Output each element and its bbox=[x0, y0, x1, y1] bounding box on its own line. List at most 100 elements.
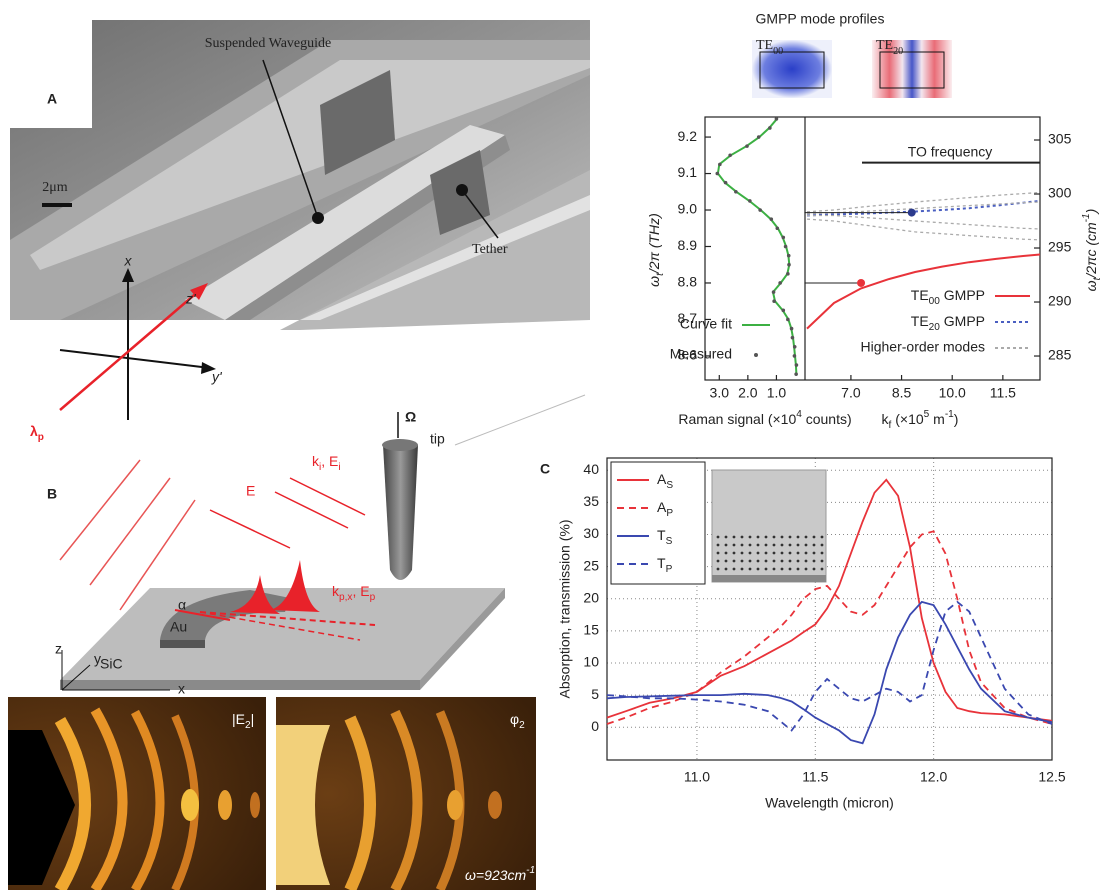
inset-dot bbox=[773, 552, 776, 555]
panel-label: B bbox=[47, 486, 57, 502]
marker-point bbox=[908, 209, 916, 217]
measured-point bbox=[786, 272, 790, 276]
text-part: Raman signal (×10 bbox=[678, 411, 796, 427]
inset-dot bbox=[789, 552, 792, 555]
text-part: 20 bbox=[929, 322, 941, 333]
text-part: λ bbox=[30, 423, 38, 439]
inset-dot bbox=[733, 568, 736, 571]
gold-label: Au bbox=[170, 619, 187, 635]
legend-label: Curve fit bbox=[680, 316, 732, 332]
text-part: TE bbox=[911, 287, 929, 303]
text-part: 00 bbox=[929, 296, 941, 307]
y-tick-label: 0 bbox=[591, 718, 599, 734]
inset-dot bbox=[741, 544, 744, 547]
measured-point bbox=[775, 117, 779, 121]
inset-dot bbox=[773, 536, 776, 539]
inset-dot bbox=[781, 544, 784, 547]
y2-axis-label: ωt/2πc (cm-1) bbox=[1081, 209, 1103, 292]
measured-point bbox=[724, 181, 728, 185]
angle-label: α bbox=[178, 597, 186, 613]
inset-dot bbox=[813, 568, 816, 571]
inset-dot bbox=[717, 560, 720, 563]
inset-dot bbox=[773, 560, 776, 563]
legend-swatch bbox=[754, 353, 758, 357]
y-tick-label: 40 bbox=[583, 461, 599, 477]
inset-dot bbox=[733, 544, 736, 547]
inset-dot bbox=[813, 560, 816, 563]
y-tick-label: 9.2 bbox=[678, 128, 698, 144]
inset-dot bbox=[749, 568, 752, 571]
inset-dot bbox=[781, 552, 784, 555]
y-tick-label: 20 bbox=[583, 589, 599, 605]
text-part: /2π (THz) bbox=[646, 213, 662, 274]
inset-dot bbox=[749, 544, 752, 547]
legend-label: Measured bbox=[670, 346, 732, 362]
measured-point bbox=[794, 372, 798, 376]
inset-image bbox=[712, 470, 826, 582]
text-part: p,x bbox=[339, 592, 352, 603]
text-part: S bbox=[666, 480, 673, 491]
text-part: 2 bbox=[519, 720, 525, 731]
y2-tick-label: 295 bbox=[1048, 239, 1072, 255]
panel-label: C bbox=[540, 461, 550, 477]
y-tick-label: 8.8 bbox=[678, 274, 698, 290]
scale-bar-label: 2μm bbox=[42, 180, 68, 195]
y2-tick-label: 290 bbox=[1048, 293, 1072, 309]
text-part: S bbox=[666, 536, 673, 547]
tip-label: tip bbox=[430, 431, 445, 447]
inset-dot bbox=[717, 568, 720, 571]
measured-point bbox=[787, 263, 791, 267]
y2-tick-label: 285 bbox=[1048, 347, 1072, 363]
inset-dot bbox=[805, 552, 808, 555]
y-tick-label: 30 bbox=[583, 525, 599, 541]
x-tick-label: 3.0 bbox=[710, 385, 730, 401]
measured-point bbox=[772, 299, 776, 303]
inset-dot bbox=[821, 552, 824, 555]
inset-dot bbox=[725, 544, 728, 547]
inset-dot bbox=[789, 536, 792, 539]
text-part: 00 bbox=[773, 46, 783, 57]
measured-point bbox=[781, 309, 785, 313]
chart-title: GMPP mode profiles bbox=[756, 11, 885, 27]
legend-label: Higher-order modes bbox=[861, 339, 986, 355]
text-part: counts) bbox=[802, 411, 852, 427]
inset-dot bbox=[813, 536, 816, 539]
x-tick-label: 11.5 bbox=[802, 769, 828, 785]
measured-point bbox=[786, 318, 790, 322]
measured-point bbox=[778, 281, 782, 285]
measured-point bbox=[757, 135, 761, 139]
inset-dot bbox=[821, 560, 824, 563]
y2-tick-label: 305 bbox=[1048, 131, 1072, 147]
inset-dot bbox=[805, 544, 808, 547]
inset-dot bbox=[821, 544, 824, 547]
text-part: TE bbox=[876, 38, 893, 53]
text-part: -1 bbox=[945, 409, 954, 420]
inset-dot bbox=[717, 544, 720, 547]
inset-dot bbox=[717, 536, 720, 539]
inset-dot bbox=[717, 552, 720, 555]
pump-label: λp bbox=[30, 423, 44, 443]
inset-dot bbox=[757, 568, 760, 571]
inset-dot bbox=[725, 568, 728, 571]
inset-dot bbox=[749, 552, 752, 555]
x-tick-label: 11.0 bbox=[684, 769, 710, 785]
x-tick-label: 2.0 bbox=[738, 385, 758, 401]
measured-point bbox=[781, 236, 785, 240]
x-tick-label: 12.5 bbox=[1038, 769, 1065, 785]
callout-label: Tether bbox=[472, 242, 508, 257]
text-part: TE bbox=[756, 38, 773, 53]
marker-point bbox=[857, 279, 865, 287]
y-axis-label: Absorption, transmission (%) bbox=[557, 520, 573, 699]
inset-dot bbox=[781, 536, 784, 539]
callout-label: Suspended Waveguide bbox=[205, 36, 332, 51]
text-part: GMPP bbox=[940, 287, 985, 303]
inset-dot bbox=[741, 552, 744, 555]
measured-point bbox=[793, 354, 797, 358]
inset-dot bbox=[773, 544, 776, 547]
inset-dot bbox=[765, 552, 768, 555]
axis-label: x bbox=[178, 681, 185, 697]
axis-label: y' bbox=[211, 369, 223, 385]
y-tick-label: 15 bbox=[583, 622, 599, 638]
legend-label: TE20 GMPP bbox=[911, 313, 985, 333]
inset-dot bbox=[725, 536, 728, 539]
